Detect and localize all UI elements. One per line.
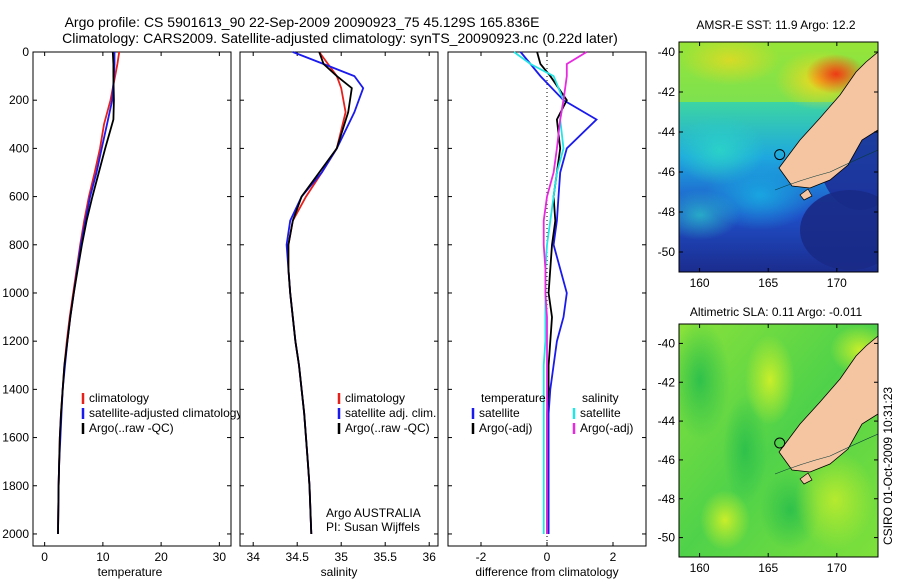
sst-map-lat-label: -48 bbox=[658, 205, 676, 219]
temperature-axis-ticks: 0 200 400 600 800 1000 1200 1400 1600 1800 2000 0 10… bbox=[2, 45, 231, 564]
sla-map-ticks: 160 165 170 -40 -42 -44 -46 -48 -50 bbox=[658, 324, 878, 575]
difference-xtick-label: -2 bbox=[476, 550, 487, 564]
header-line-2: Climatology: CARS2009. Satellite-adjuste… bbox=[62, 30, 618, 46]
sla-map-lon-label: 170 bbox=[827, 561, 847, 575]
sla-map-lat-label: -42 bbox=[658, 375, 676, 389]
sst-map-lon-label: 165 bbox=[758, 276, 778, 290]
depth-tick-label: 1600 bbox=[2, 431, 29, 445]
depth-tick-label: 400 bbox=[9, 141, 29, 155]
difference-legend-group-title: temperature bbox=[481, 391, 546, 405]
temperature-xlabel: temperature bbox=[98, 565, 163, 579]
salinity-xtick-label: 35 bbox=[335, 550, 349, 564]
difference-xtick-label: 2 bbox=[610, 550, 617, 564]
sst-map-lat-label: -50 bbox=[658, 245, 676, 259]
salinity-legend-label: Argo(..raw -QC) bbox=[345, 421, 430, 435]
sst-map-lon-label: 160 bbox=[690, 276, 710, 290]
difference-axis-ticks: -2 0 2 bbox=[448, 51, 646, 564]
sst-field bbox=[679, 42, 878, 272]
temperature-xtick-label: 30 bbox=[213, 550, 227, 564]
difference-xtick-label: 0 bbox=[544, 550, 551, 564]
temperature-axes-box bbox=[32, 51, 232, 547]
sla-map-lat-label: -44 bbox=[658, 414, 676, 428]
difference-xlabel: difference from climatology bbox=[475, 565, 618, 579]
difference-legend-label: satellite bbox=[580, 406, 621, 420]
salinity-xtick-label: 36 bbox=[423, 550, 437, 564]
temperature-legend-label: Argo(..raw -QC) bbox=[89, 421, 174, 435]
salinity-axis-ticks: 34 34.5 35 35.5 36 bbox=[240, 51, 438, 564]
land-south-island-2 bbox=[778, 335, 878, 473]
sla-map-lon-label: 165 bbox=[758, 561, 778, 575]
depth-tick-label: 0 bbox=[22, 45, 29, 59]
sla-map-lat-label: -50 bbox=[658, 531, 676, 545]
difference-series-temperature-satellite bbox=[519, 51, 598, 534]
sst-map-lat-label: -42 bbox=[658, 85, 676, 99]
temperature-series bbox=[57, 51, 121, 535]
argo-australia-label: Argo AUSTRALIA bbox=[326, 506, 421, 520]
sst-map-lat-label: -40 bbox=[658, 45, 676, 59]
difference-profile-panel: -2 0 2 temperaturesatelliteArgo(-adj)salin… bbox=[447, 51, 647, 579]
difference-series bbox=[513, 51, 598, 534]
sla-map-lat-label: -46 bbox=[658, 453, 676, 467]
sla-map-lon-label: 160 bbox=[690, 561, 710, 575]
salinity-xtick-label: 35.5 bbox=[374, 550, 398, 564]
temperature-xtick-label: 20 bbox=[154, 550, 168, 564]
sst-map-lat-label: -46 bbox=[658, 165, 676, 179]
sst-map-lat-label: -44 bbox=[658, 125, 676, 139]
sla-map-frame bbox=[678, 323, 879, 558]
difference-legend-group-title: salinity bbox=[582, 391, 619, 405]
sst-map-panel: AMSR-E SST: 11.9 Argo: 12.2 bbox=[658, 18, 879, 290]
depth-tick-label: 1800 bbox=[2, 479, 29, 493]
sla-map-panel: Altimetric SLA: 0.11 Argo: -0.011 160 165… bbox=[658, 305, 879, 575]
difference-legend-label: satellite bbox=[479, 406, 520, 420]
header-line-1: Argo profile: CS 5901613_90 22-Sep-2009 … bbox=[65, 14, 540, 30]
sst-float-position-marker bbox=[774, 149, 786, 161]
depth-tick-label: 200 bbox=[9, 93, 29, 107]
depth-tick-label: 2000 bbox=[2, 527, 29, 541]
temperature-profile-panel: 0 200 400 600 800 1000 1200 1400 1600 1800 2000 0 10… bbox=[2, 45, 242, 579]
difference-series-salinity-argo-adj- bbox=[542, 51, 588, 534]
land-south-island bbox=[778, 51, 878, 189]
temperature-xtick-label: 10 bbox=[96, 550, 110, 564]
sst-map-lon-label: 170 bbox=[827, 276, 847, 290]
difference-legend: temperaturesatelliteArgo(-adj)salinitysa… bbox=[471, 391, 633, 435]
temperature-legend-label: satellite-adjusted climatology bbox=[89, 406, 242, 420]
salinity-series-argo-raw-qc- bbox=[287, 51, 353, 535]
salinity-xtick-label: 34 bbox=[247, 550, 261, 564]
pi-label: PI: Susan Wijffels bbox=[326, 520, 420, 534]
salinity-axes-box bbox=[239, 51, 439, 547]
stewart-island bbox=[799, 188, 813, 201]
csiro-credit: CSIRO 01-Oct-2009 10:31:23 bbox=[881, 387, 895, 545]
sla-float-position-marker bbox=[774, 437, 786, 449]
sst-map-frame bbox=[678, 41, 879, 273]
depth-tick-label: 1400 bbox=[2, 382, 29, 396]
sla-map-title: Altimetric SLA: 0.11 Argo: -0.011 bbox=[690, 305, 863, 319]
temperature-legend-label: climatology bbox=[89, 391, 149, 405]
depth-tick-label: 1200 bbox=[2, 334, 29, 348]
salinity-xlabel: salinity bbox=[321, 565, 358, 579]
depth-tick-label: 1000 bbox=[2, 286, 29, 300]
sst-map-title: AMSR-E SST: 11.9 Argo: 12.2 bbox=[696, 18, 856, 32]
sst-map-ticks: 160 165 170 -40 -42 -44 -46 -48 -50 bbox=[658, 42, 878, 290]
difference-legend-label: Argo(-adj) bbox=[479, 421, 532, 435]
depth-tick-label: 800 bbox=[9, 238, 29, 252]
sla-map-lat-label: -40 bbox=[658, 336, 676, 350]
stewart-island-2 bbox=[799, 472, 813, 485]
salinity-xtick-label: 34.5 bbox=[286, 550, 310, 564]
depth-tick-label: 600 bbox=[9, 190, 29, 204]
temperature-xtick-label: 0 bbox=[41, 550, 48, 564]
salinity-legend-label: satellite adj. clim. bbox=[345, 406, 436, 420]
temperature-series-argo-raw-qc- bbox=[57, 51, 115, 535]
sla-map-lat-label: -48 bbox=[658, 492, 676, 506]
sla-field bbox=[679, 324, 878, 557]
salinity-series bbox=[285, 51, 365, 535]
salinity-legend-label: climatology bbox=[345, 391, 405, 405]
difference-legend-label: Argo(-adj) bbox=[580, 421, 633, 435]
